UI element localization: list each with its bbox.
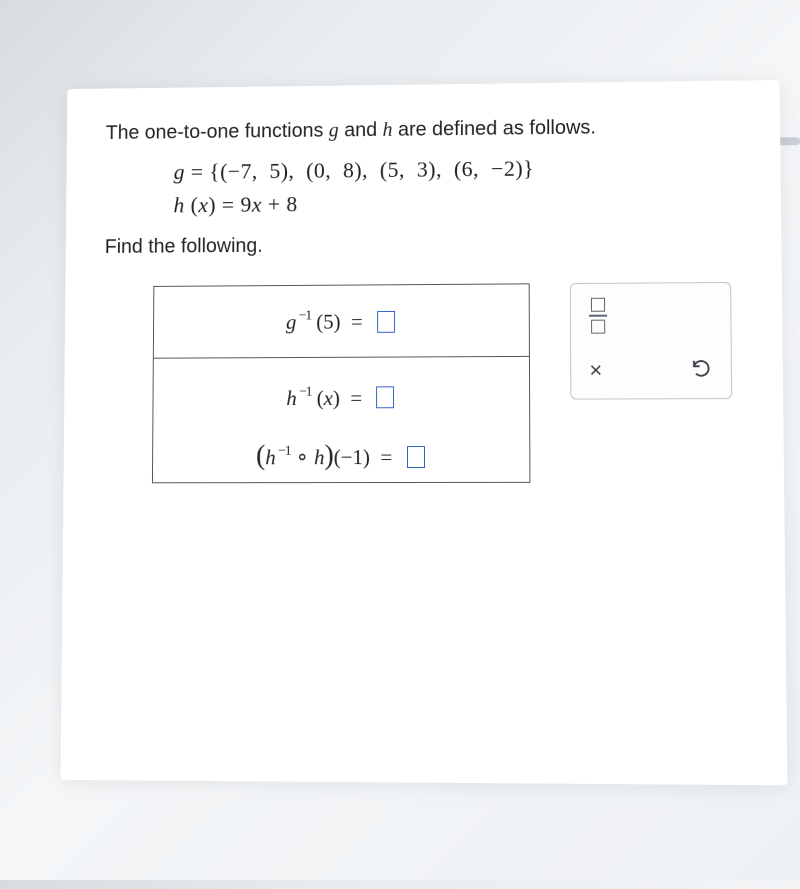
intro-text: are defined as follows. [392, 117, 596, 141]
multiply-tool-icon[interactable]: × [589, 358, 602, 384]
answer-input-1[interactable] [377, 311, 395, 333]
answer-table: g −1 (5) = h −1 (x) = (h −1 ∘ h)(−1) = [152, 283, 530, 483]
h-definition: h (x) = 9x + 8 [173, 187, 740, 218]
var-h: h [383, 119, 393, 141]
problem-intro: The one-to-one functions g and h are def… [106, 110, 740, 149]
find-prompt: Find the following. [105, 231, 741, 259]
answer-input-3[interactable] [407, 446, 425, 468]
undo-tool-icon[interactable] [690, 357, 713, 384]
answer-cell-g-inverse: g −1 (5) = [153, 284, 529, 358]
answer-input-2[interactable] [377, 386, 395, 408]
intro-text: and [339, 119, 383, 141]
intro-text: The one-to-one functions [106, 120, 329, 144]
fraction-tool-icon[interactable] [589, 298, 607, 333]
math-tool-panel: × [570, 282, 732, 399]
var-g: g [329, 120, 339, 142]
answer-cell-h-inverse: h −1 (x) = (h −1 ∘ h)(−1) = [152, 356, 529, 483]
problem-page: The one-to-one functions g and h are def… [61, 80, 788, 785]
g-definition: g = {(−7, 5), (0, 8), (5, 3), (6, −2)} [174, 154, 741, 185]
